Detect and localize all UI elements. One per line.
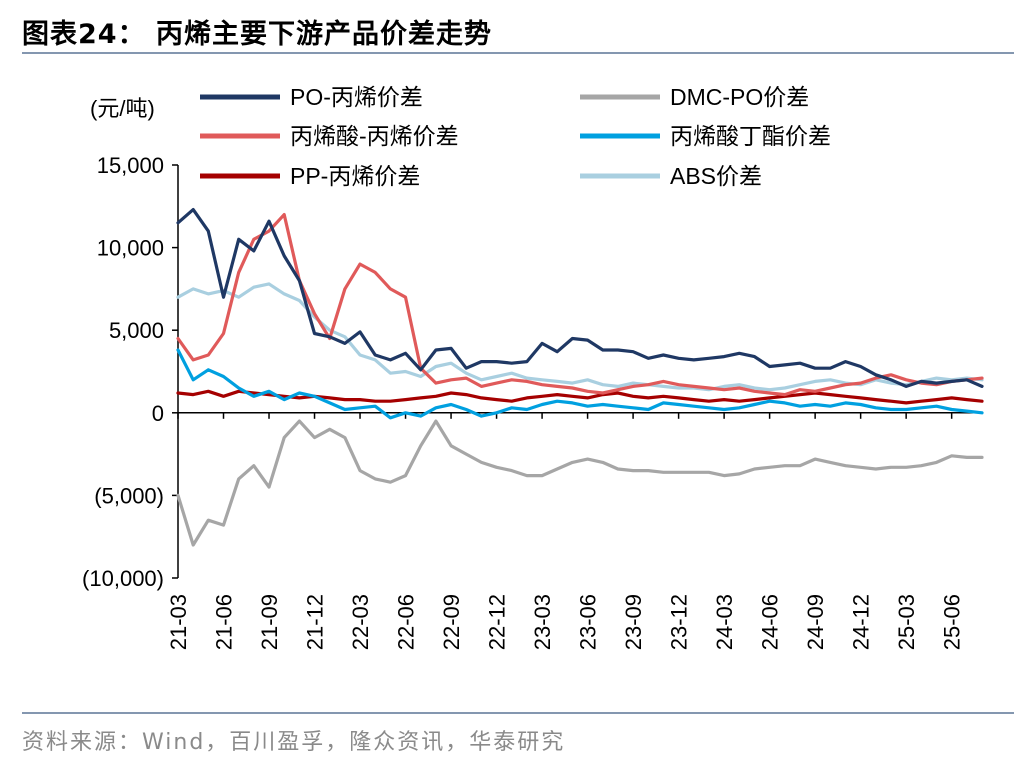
- x-tick-label: 21-06: [212, 594, 237, 650]
- y-tick-label: 5,000: [109, 318, 164, 343]
- x-tick-label: 23-03: [530, 594, 555, 650]
- chart-title: 图表24： 丙烯主要下游产品价差走势: [22, 19, 492, 50]
- series-line-6: [176, 282, 984, 392]
- x-tick-label: 21-09: [257, 594, 282, 650]
- series-line-4: [176, 348, 984, 420]
- x-tick-label: 24-03: [712, 594, 737, 650]
- legend-label: 丙烯酸丁酯价差: [670, 123, 831, 149]
- x-axis: 21-03 21-06 21-09 21-12 22-03 22-06 22-09 22-12…: [166, 412, 982, 650]
- legend-label: PO-丙烯价差: [290, 84, 423, 110]
- y-tick-label: (10,000): [82, 566, 164, 591]
- series-line-3: [176, 213, 984, 397]
- x-tick-label: 22-06: [394, 594, 419, 650]
- title-divider: [22, 52, 1014, 54]
- x-tick-label: 21-03: [166, 594, 191, 650]
- x-tick-label: 22-03: [348, 594, 373, 650]
- source-note: 资料来源：Wind，百川盈孚，隆众资讯，华泰研究: [22, 730, 566, 755]
- x-tick-label: 25-03: [894, 594, 919, 650]
- y-tick-label: (5,000): [94, 483, 164, 508]
- footer-divider: [22, 712, 1014, 714]
- legend-label: PP-丙烯价差: [290, 163, 420, 189]
- legend-label: ABS价差: [670, 163, 762, 189]
- y-axis-unit-label: (元/吨): [90, 96, 155, 121]
- x-tick-label: 22-09: [439, 594, 464, 650]
- x-tick-label: 24-12: [849, 594, 874, 650]
- x-tick-label: 24-09: [803, 594, 828, 650]
- y-tick-label: 0: [152, 401, 164, 426]
- y-tick-label: 10,000: [97, 236, 164, 261]
- x-tick-label: 23-09: [621, 594, 646, 650]
- x-tick-label: 25-06: [940, 594, 965, 650]
- x-tick-label: 21-12: [303, 594, 328, 650]
- x-tick-label: 23-12: [667, 594, 692, 650]
- x-tick-label: 23-06: [576, 594, 601, 650]
- legend-label: 丙烯酸-丙烯价差: [290, 123, 459, 149]
- legend-label: DMC-PO价差: [670, 84, 809, 110]
- series-line-2: [176, 419, 984, 547]
- series-line-1: [176, 208, 984, 388]
- x-tick-label: 22-12: [485, 594, 510, 650]
- y-axis: 15,000 10,000 5,000 0 (5,000) (10,000): [82, 153, 179, 591]
- y-tick-label: 15,000: [97, 153, 164, 178]
- x-tick-label: 24-06: [758, 594, 783, 650]
- series-lines: [176, 208, 984, 547]
